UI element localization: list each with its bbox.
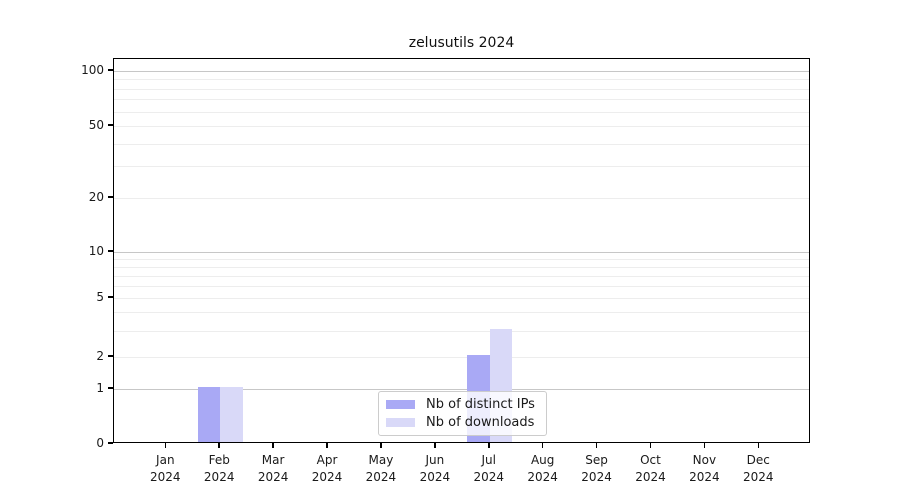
y-tick-label: 20 — [88, 190, 104, 204]
x-tick-label: Apr 2024 — [311, 453, 343, 484]
x-tick-mark — [218, 443, 220, 448]
x-tick-mark — [757, 443, 760, 448]
y-tick-label: 100 — [81, 63, 104, 77]
gridline-minor — [114, 298, 809, 299]
y-tick-label: 50 — [88, 118, 104, 132]
y-tick-label: 1 — [96, 381, 104, 395]
chart-title: zelusutils 2024 — [408, 35, 515, 51]
gridline-minor — [114, 312, 809, 314]
y-tick-mark — [108, 387, 113, 389]
x-tick-label: Jan 2024 — [150, 453, 181, 484]
x-tick-label: Feb 2024 — [203, 453, 235, 484]
gridline-minor — [114, 99, 809, 101]
legend: Nb of distinct IPs Nb of downloads — [378, 391, 547, 436]
x-tick-mark — [541, 443, 544, 448]
x-tick-mark — [649, 443, 652, 448]
gridline-minor — [114, 258, 809, 260]
legend-entry-downloads: Nb of downloads — [386, 415, 540, 430]
gridline-minor — [114, 111, 809, 113]
x-tick-mark — [326, 443, 328, 448]
y-tick-mark — [108, 69, 113, 71]
y-tick-mark — [108, 296, 113, 298]
gridline-minor — [114, 330, 809, 332]
y-tick-mark — [108, 124, 113, 126]
plot-area: Nb of distinct IPs Nb of downloads — [113, 58, 810, 443]
bar-downloads — [220, 387, 243, 442]
gridline-minor — [114, 275, 809, 277]
gridline-major — [114, 71, 809, 72]
gridline-minor — [114, 357, 809, 358]
legend-label-distinct-ips: Nb of distinct IPs — [426, 397, 535, 412]
x-tick-label: Dec 2024 — [743, 453, 774, 484]
y-tick-mark — [108, 442, 113, 444]
y-tick-mark — [108, 196, 113, 198]
x-tick-label: May 2024 — [365, 453, 397, 484]
y-tick-label: 0 — [96, 436, 104, 450]
x-tick-mark — [434, 443, 436, 448]
gridline-minor — [114, 198, 809, 199]
x-tick-label: Jul 2024 — [473, 453, 505, 484]
x-tick-mark — [595, 443, 598, 448]
x-tick-mark — [488, 443, 490, 448]
y-tick-label: 10 — [88, 244, 104, 258]
y-tick-label: 5 — [96, 290, 104, 304]
gridline-major — [114, 252, 809, 253]
y-tick-mark — [108, 250, 113, 252]
x-tick-mark — [164, 443, 167, 448]
gridline-minor — [114, 266, 809, 268]
gridline-minor — [114, 143, 809, 145]
x-tick-label: Aug 2024 — [527, 453, 558, 484]
x-tick-label: Nov 2024 — [689, 453, 720, 484]
x-tick-label: Sep 2024 — [581, 453, 612, 484]
gridline-minor — [114, 126, 809, 127]
gridline-minor — [114, 88, 809, 90]
x-tick-mark — [380, 443, 382, 448]
gridline-minor — [114, 166, 809, 168]
x-tick-label: Mar 2024 — [257, 453, 289, 484]
y-tick-label: 2 — [96, 349, 104, 363]
gridline-minor — [114, 285, 809, 287]
legend-swatch-distinct-ips — [386, 400, 415, 409]
legend-entry-distinct-ips: Nb of distinct IPs — [386, 397, 540, 412]
y-tick-mark — [108, 355, 113, 357]
x-tick-label: Jun 2024 — [419, 453, 451, 484]
x-tick-mark — [272, 443, 274, 448]
legend-label-downloads: Nb of downloads — [426, 415, 535, 430]
bar-distinct-ips — [197, 387, 221, 442]
gridline-minor — [114, 79, 809, 81]
x-tick-mark — [703, 443, 706, 448]
x-tick-label: Oct 2024 — [635, 453, 666, 484]
legend-swatch-downloads — [386, 418, 415, 427]
gridline-major — [114, 389, 809, 390]
